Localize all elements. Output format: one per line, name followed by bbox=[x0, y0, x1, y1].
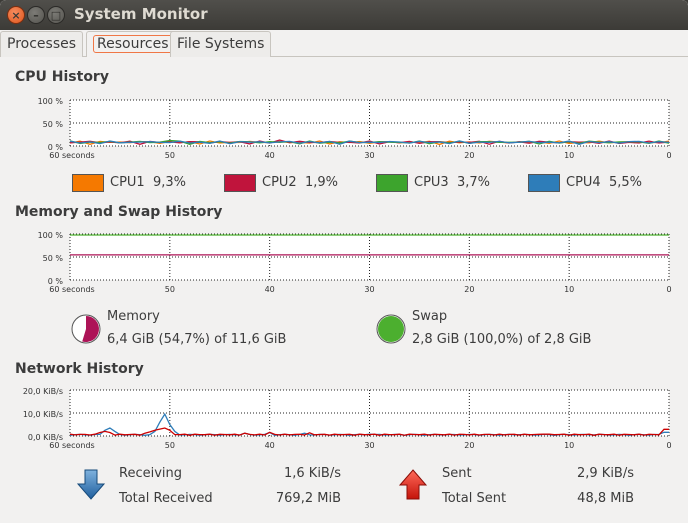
cpu-x-tick: 60 seconds bbox=[49, 151, 94, 160]
minimize-button[interactable]: – bbox=[27, 6, 45, 24]
tab-bar: Processes Resources File Systems bbox=[0, 30, 688, 57]
mem-y-tick: 0 % bbox=[48, 277, 64, 286]
net-x-tick: 0 bbox=[666, 441, 671, 450]
net-y-tick: 20,0 KiB/s bbox=[23, 387, 63, 396]
cpu1-label: CPU1 9,3% bbox=[110, 175, 186, 190]
close-button[interactable]: × bbox=[7, 6, 25, 24]
cpu-x-tick: 30 bbox=[364, 151, 374, 160]
tab-processes[interactable]: Processes bbox=[0, 31, 84, 57]
memory-label: Memory bbox=[107, 309, 160, 324]
cpu-x-tick: 0 bbox=[666, 151, 671, 160]
sent-arrow-icon[interactable] bbox=[398, 468, 428, 502]
cpu-x-tick: 40 bbox=[265, 151, 275, 160]
cpu3-color-swatch[interactable] bbox=[376, 174, 408, 192]
cpu1-color-swatch[interactable] bbox=[72, 174, 104, 192]
tab-processes-label: Processes bbox=[7, 36, 77, 52]
net-x-tick: 40 bbox=[265, 441, 275, 450]
cpu-x-tick: 20 bbox=[464, 151, 474, 160]
receiving-arrow-icon[interactable] bbox=[76, 468, 106, 502]
total-sent-value: 48,8 MiB bbox=[577, 491, 634, 506]
mem-y-tick: 50 % bbox=[43, 254, 64, 263]
memory-swap-history-heading: Memory and Swap History bbox=[15, 204, 223, 220]
cpu4-label: CPU4 5,5% bbox=[566, 175, 642, 190]
tab-file-systems-label: File Systems bbox=[177, 36, 265, 52]
memory-value: 6,4 GiB (54,7%) of 11,6 GiB bbox=[107, 332, 287, 347]
network-history-heading: Network History bbox=[15, 361, 144, 377]
cpu2-label: CPU2 1,9% bbox=[262, 175, 338, 190]
cpu-y-tick: 0 % bbox=[48, 143, 64, 152]
cpu-history-graph: 100 % 50 % 0 %60 seconds 50 40 30 20 10 0 bbox=[38, 97, 672, 160]
total-received-value: 769,2 MiB bbox=[275, 491, 341, 506]
memory-pie-icon[interactable] bbox=[69, 312, 103, 346]
cpu4-color-swatch[interactable] bbox=[528, 174, 560, 192]
net-x-tick: 60 seconds bbox=[49, 441, 94, 450]
total-sent-label: Total Sent bbox=[442, 491, 507, 506]
cpu3-label: CPU3 3,7% bbox=[414, 175, 490, 190]
net-x-tick: 50 bbox=[165, 441, 175, 450]
cpu2-color-swatch[interactable] bbox=[224, 174, 256, 192]
net-x-tick: 10 bbox=[564, 441, 574, 450]
cpu-history-heading: CPU History bbox=[15, 69, 109, 85]
swap-label: Swap bbox=[412, 309, 448, 324]
tab-resources[interactable]: Resources bbox=[86, 31, 180, 57]
cpu-y-tick: 50 % bbox=[43, 120, 64, 129]
tab-resources-label: Resources bbox=[93, 35, 173, 53]
receiving-value: 1,6 KiB/s bbox=[283, 466, 341, 481]
network-history-graph: 20,0 KiB/s 10,0 KiB/s 0,0 KiB/s60 seconds 5… bbox=[23, 387, 672, 450]
cpu-y-tick: 100 % bbox=[38, 97, 64, 106]
tab-file-systems[interactable]: File Systems bbox=[170, 31, 272, 57]
window-title: System Monitor bbox=[74, 5, 208, 23]
mem-x-tick: 10 bbox=[564, 285, 574, 294]
title-bar: × – □ System Monitor bbox=[0, 0, 688, 30]
total-received-label: Total Received bbox=[119, 491, 213, 506]
receiving-label: Receiving bbox=[119, 466, 183, 481]
net-y-tick: 0,0 KiB/s bbox=[28, 433, 63, 442]
mem-x-tick: 0 bbox=[666, 285, 671, 294]
sent-value: 2,9 KiB/s bbox=[576, 466, 634, 481]
swap-value: 2,8 GiB (100,0%) of 2,8 GiB bbox=[412, 332, 592, 347]
swap-pie-fill bbox=[378, 316, 404, 342]
net-y-tick: 10,0 KiB/s bbox=[23, 410, 63, 419]
cpu-x-tick: 50 bbox=[165, 151, 175, 160]
sent-series-line bbox=[69, 427, 669, 436]
maximize-button[interactable]: □ bbox=[47, 6, 65, 24]
mem-x-tick: 40 bbox=[265, 285, 275, 294]
swap-pie-icon[interactable] bbox=[374, 312, 408, 346]
memory-swap-history-graph: 100 % 50 % 0 %60 seconds 50 40 30 20 10 0 bbox=[38, 231, 672, 294]
mem-x-tick: 30 bbox=[364, 285, 374, 294]
net-x-tick: 30 bbox=[364, 441, 374, 450]
mem-x-tick: 60 seconds bbox=[49, 285, 94, 294]
net-x-tick: 20 bbox=[464, 441, 474, 450]
mem-y-tick: 100 % bbox=[38, 231, 64, 240]
cpu-x-tick: 10 bbox=[564, 151, 574, 160]
cpu-series-4 bbox=[69, 140, 670, 145]
mem-x-tick: 50 bbox=[165, 285, 175, 294]
sent-label: Sent bbox=[442, 466, 472, 481]
memory-pie-fill bbox=[82, 316, 99, 342]
mem-x-tick: 20 bbox=[464, 285, 474, 294]
